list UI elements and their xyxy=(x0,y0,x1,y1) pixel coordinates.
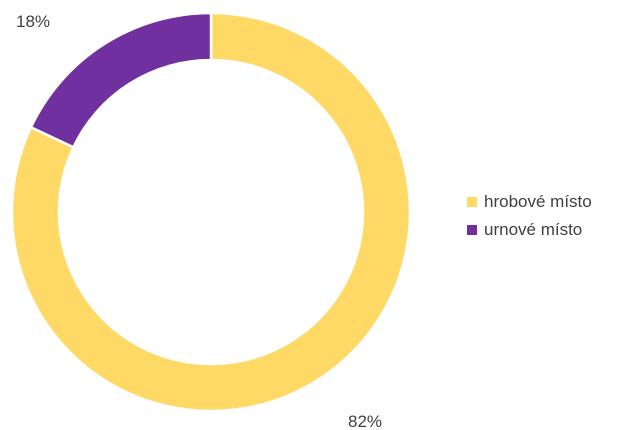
legend-label: hrobové místo xyxy=(484,192,592,211)
legend-swatch-urnove-misto xyxy=(467,225,477,235)
donut-slice-urnove-misto xyxy=(29,11,213,149)
data-label-urnove-misto: 18% xyxy=(16,12,50,31)
legend-item-urnove-misto: urnové místo xyxy=(467,216,592,244)
legend-label: urnové místo xyxy=(484,220,583,239)
legend-item-hrobove-misto: hrobové místo xyxy=(467,188,592,216)
data-labels: 82% 18% xyxy=(16,12,382,430)
data-label-hrobove-misto: 82% xyxy=(348,412,382,430)
donut-slices xyxy=(10,11,412,413)
chart-legend: hrobové místo urnové místo xyxy=(467,188,592,244)
donut-slice-hrobove-misto xyxy=(10,11,412,413)
legend-swatch-hrobove-misto xyxy=(467,197,477,207)
